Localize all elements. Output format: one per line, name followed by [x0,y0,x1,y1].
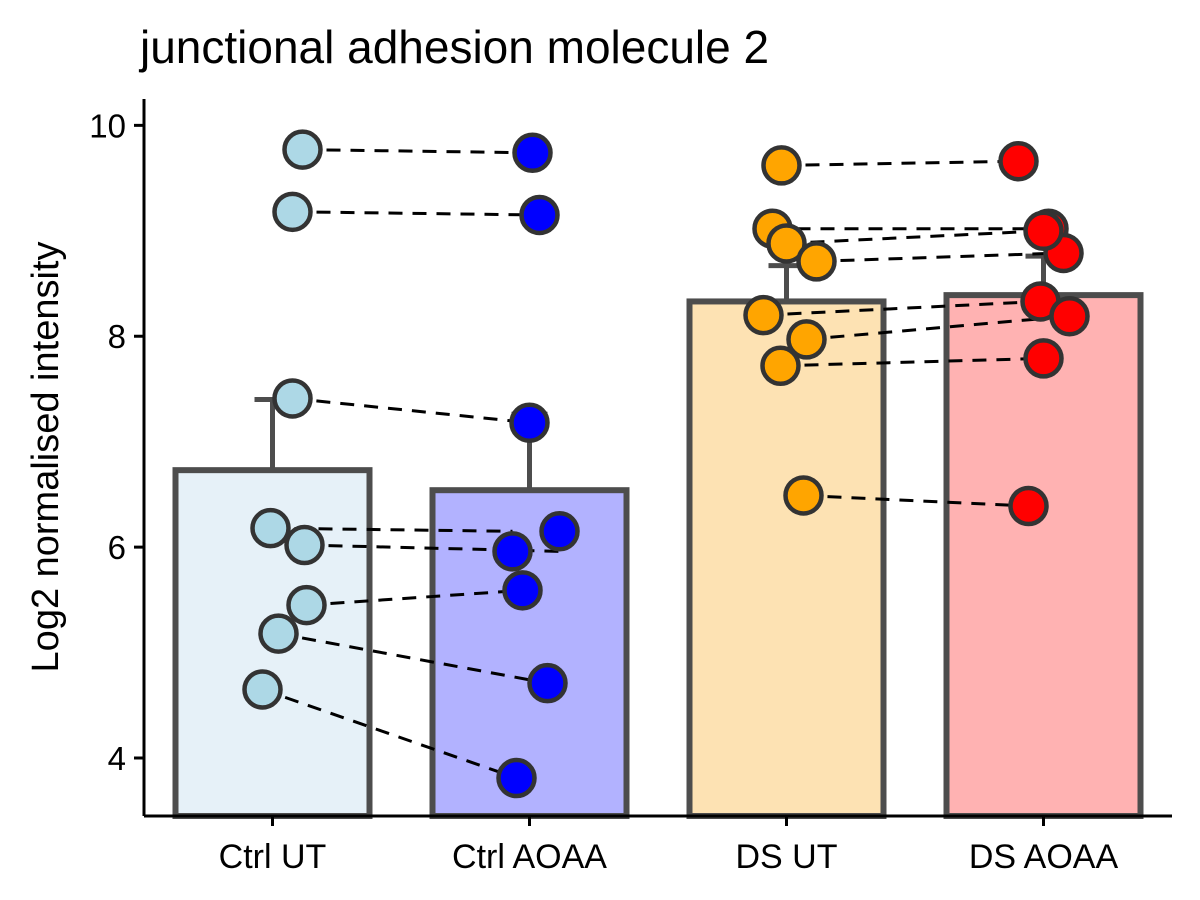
data-point [786,319,827,360]
data-point [492,531,533,572]
data-point [258,613,299,654]
plot-area [172,129,1144,819]
data-point [1023,210,1064,252]
data-point [761,145,802,186]
data-point [496,757,537,799]
data-point [783,475,824,516]
y-tick-label: 10 [89,107,126,144]
data-point [539,511,580,552]
paired-line [304,543,560,553]
paired-line [806,314,1070,341]
data-point [766,223,807,264]
bar [686,298,887,819]
data-point [743,294,784,336]
data-point [998,140,1039,182]
x-tick-label: Ctrl UT [219,838,327,876]
paired-line [292,210,540,217]
data-point [1049,295,1090,337]
x-tick-label: DS UT [736,838,838,876]
axes: 4 6 8 10 Ctrl UT Ctrl AOAA DS UT DS AOAA [89,99,1172,876]
paired-line [781,159,1019,167]
paired-line [262,688,517,780]
paired-line [306,588,523,607]
y-tick-label: 8 [108,318,126,355]
data-point [760,345,801,387]
data-point [272,378,313,419]
paired-line [292,396,530,425]
data-point [1008,485,1049,527]
y-tick-label: 4 [108,740,126,777]
data-point [250,507,291,549]
paired-line [780,356,1044,368]
x-tick-label: Ctrl AOAA [452,838,607,876]
x-tick-label: DS AOAA [969,838,1119,876]
data-point [242,669,283,710]
data-point [502,570,543,611]
data-point [272,191,313,233]
paired-line [816,251,1064,263]
chart-title: junctional adhesion molecule 2 [138,21,769,73]
y-tick-label: 6 [108,529,126,566]
data-point [282,129,323,170]
data-point [1023,338,1064,379]
paired-line [270,526,513,533]
data-point [286,584,327,626]
paired-line [278,632,548,685]
data-point [512,132,553,174]
y-axis-label: Log2 normalised intensity [25,242,67,673]
data-point [527,662,568,704]
paired-line [786,229,1044,245]
data-point [796,241,837,282]
data-point [509,402,550,443]
data-point [284,524,325,566]
paired-line [803,493,1029,508]
paired-line [302,148,533,155]
data-point [519,194,560,236]
